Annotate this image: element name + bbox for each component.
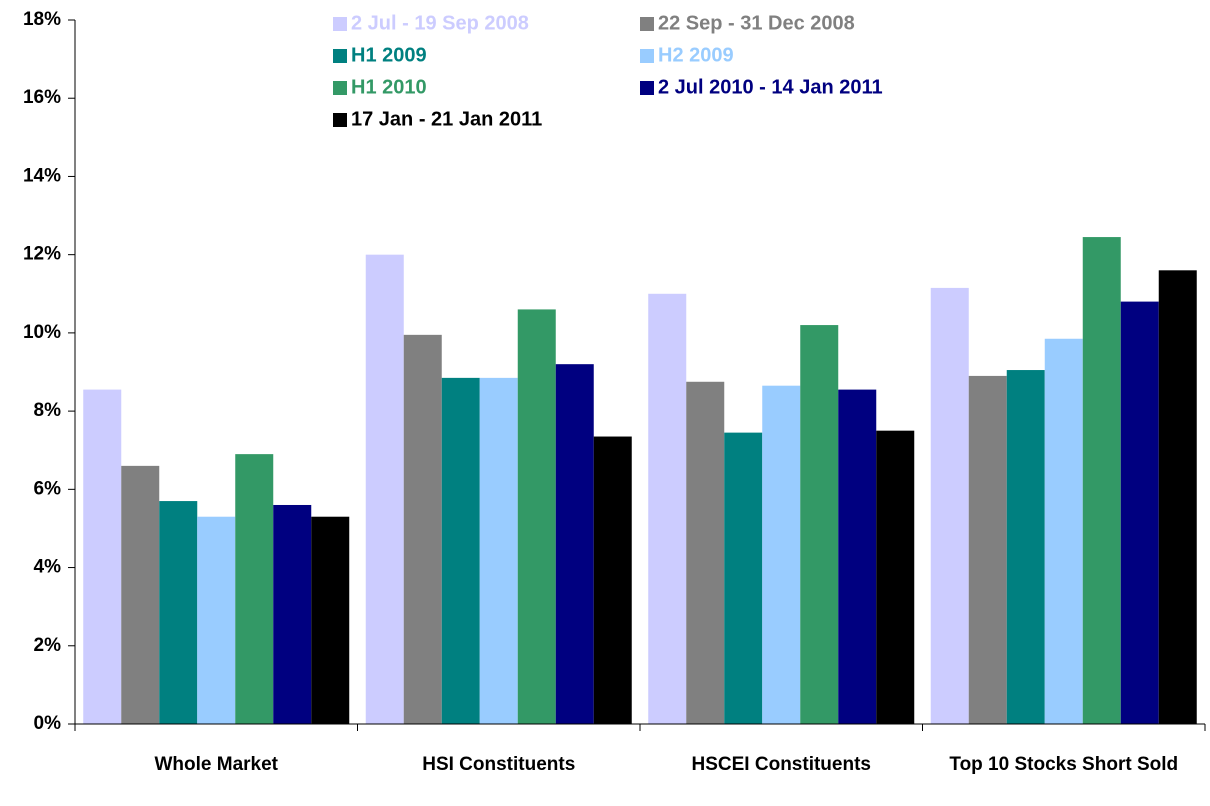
bar <box>593 436 632 724</box>
bar <box>1044 338 1083 724</box>
x-tick-label: HSCEI Constituents <box>691 754 871 775</box>
bar <box>724 432 763 724</box>
bar <box>648 293 687 724</box>
legend-label: H1 2009 <box>351 44 427 66</box>
x-tick-label-box: Top 10 Stocks Short Sold <box>949 754 1179 775</box>
legend-label: 2 Jul 2010 - 14 Jan 2011 <box>658 76 883 98</box>
legend-label: H1 2010 <box>351 76 427 98</box>
bar <box>1120 301 1159 724</box>
bar <box>555 364 594 724</box>
bar <box>403 334 442 724</box>
bar <box>1158 270 1197 724</box>
x-tick-label: HSI Constituents <box>422 754 576 775</box>
bar <box>311 516 350 724</box>
bar <box>479 377 518 724</box>
bar <box>838 389 877 724</box>
legend-label: 2 Jul - 19 Sep 2008 <box>351 12 529 34</box>
y-tick-label: 6% <box>34 478 62 499</box>
y-tick-label: 10% <box>23 322 61 343</box>
y-tick-label: 16% <box>23 87 61 108</box>
bar <box>159 501 198 724</box>
bar <box>121 465 160 724</box>
bar <box>1006 370 1045 724</box>
legend-label: 17 Jan - 21 Jan 2011 <box>351 108 542 130</box>
bar <box>197 516 236 724</box>
bar <box>83 389 122 724</box>
y-tick-label: 18% <box>23 9 61 30</box>
bar <box>800 325 839 724</box>
x-tick-label-box: HSCEI Constituents <box>691 754 871 775</box>
legend-swatch <box>333 17 347 31</box>
bar <box>441 377 480 724</box>
y-tick-label: 2% <box>34 635 62 656</box>
y-tick-label: 4% <box>34 557 62 578</box>
bar <box>968 375 1007 724</box>
legend-swatch <box>640 81 654 95</box>
y-tick-label: 14% <box>23 165 61 186</box>
y-tick-label: 12% <box>23 244 61 265</box>
bar <box>273 504 312 724</box>
legend-swatch <box>333 81 347 95</box>
bar <box>1082 237 1121 725</box>
legend-swatch <box>640 17 654 31</box>
bar <box>235 454 274 724</box>
x-tick-label: Whole Market <box>154 754 279 775</box>
x-tick-label: Top 10 Stocks Short Sold <box>949 754 1179 775</box>
bar <box>876 430 915 724</box>
x-tick-label-box: HSI Constituents <box>422 754 576 775</box>
x-tick-label-box: Whole Market <box>154 754 279 775</box>
bar <box>517 309 556 724</box>
bar <box>762 385 801 724</box>
y-tick-label: 8% <box>34 400 62 421</box>
legend-label: H2 2009 <box>658 44 734 66</box>
legend-swatch <box>333 113 347 127</box>
y-tick-label: 0% <box>34 713 62 734</box>
legend-swatch <box>640 49 654 63</box>
bar <box>365 254 404 724</box>
legend-label: 22 Sep - 31 Dec 2008 <box>658 12 855 34</box>
legend-swatch <box>333 49 347 63</box>
bar <box>686 381 725 724</box>
bar <box>930 287 969 724</box>
